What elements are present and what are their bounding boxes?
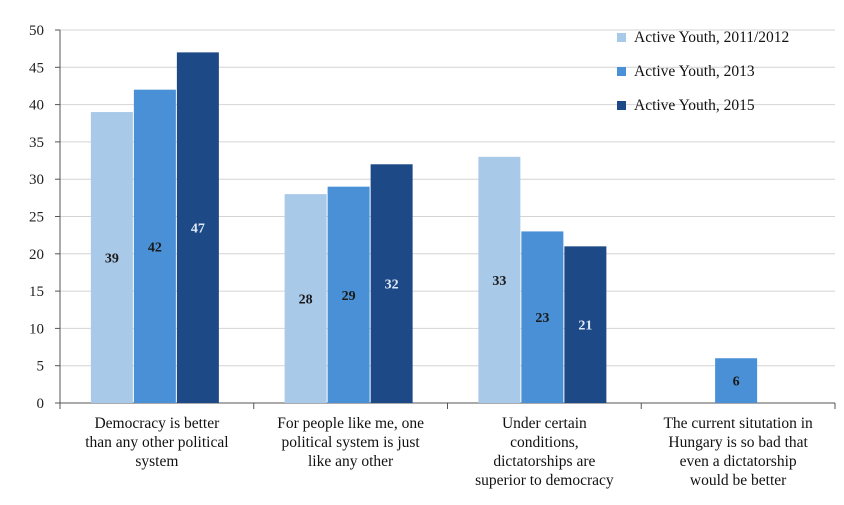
data-label: 33: [492, 274, 506, 289]
category-label: like any other: [308, 453, 394, 470]
bar: [370, 164, 413, 403]
legend-label: Active Youth, 2015: [634, 97, 755, 114]
bar: [90, 112, 133, 403]
y-tick-label: 45: [29, 60, 44, 76]
data-labels: 39 42 47 28 29 32 33 23 21 6: [105, 222, 740, 390]
y-tick-label: 0: [37, 396, 45, 412]
data-label: 28: [299, 293, 313, 308]
category-label: conditions,: [510, 434, 578, 451]
data-label: 23: [535, 311, 549, 326]
bar: [284, 194, 327, 403]
data-label: 32: [385, 278, 399, 293]
y-tick-label: 35: [29, 135, 44, 151]
data-label: 29: [342, 289, 356, 304]
bar: [176, 52, 219, 403]
data-label: 6: [733, 375, 740, 390]
category-label: political system is just: [282, 434, 421, 451]
category-labels: Democracy is better than any other politi…: [85, 415, 813, 489]
y-tick-label: 20: [29, 247, 44, 263]
gridlines: [60, 29, 835, 367]
data-label: 42: [148, 240, 162, 255]
category-label: Democracy is better: [94, 415, 220, 432]
category-label: Under certain: [502, 415, 587, 432]
bars: [90, 52, 758, 404]
y-tick-label: 50: [29, 23, 44, 39]
category-label: The current situtation in: [663, 415, 813, 432]
category-label: system: [135, 453, 178, 470]
category-label: dictatorships are: [493, 453, 595, 470]
y-tick-label: 15: [29, 284, 44, 300]
category-label: For people like me, one: [277, 415, 424, 432]
bar: [478, 156, 521, 403]
category-label: than any other political: [85, 434, 228, 451]
bar: [133, 89, 176, 404]
bar: [564, 246, 607, 403]
data-label: 21: [578, 319, 592, 334]
legend-label: Active Youth, 2011/2012: [634, 29, 789, 46]
bar: [521, 231, 564, 403]
category-label: superior to democracy: [475, 472, 614, 489]
legend-swatch: [617, 67, 626, 76]
bar: [327, 186, 370, 403]
y-tick-label: 25: [29, 210, 44, 226]
y-tick-label: 5: [37, 359, 45, 375]
category-label: would be better: [690, 472, 787, 489]
legend-label: Active Youth, 2013: [634, 63, 755, 80]
legend-swatch: [617, 33, 626, 42]
y-tick-label: 10: [29, 321, 44, 337]
data-label: 39: [105, 252, 119, 267]
legend-swatch: [617, 101, 626, 110]
data-label: 47: [191, 222, 205, 237]
bar: [715, 358, 758, 403]
y-tick-label: 30: [29, 172, 44, 188]
category-label: even a dictatorship: [680, 453, 797, 470]
y-tick-label: 40: [29, 98, 44, 114]
legend: Active Youth, 2011/2012 Active Youth, 201…: [617, 29, 789, 114]
category-label: Hungary is so bad that: [668, 434, 808, 451]
